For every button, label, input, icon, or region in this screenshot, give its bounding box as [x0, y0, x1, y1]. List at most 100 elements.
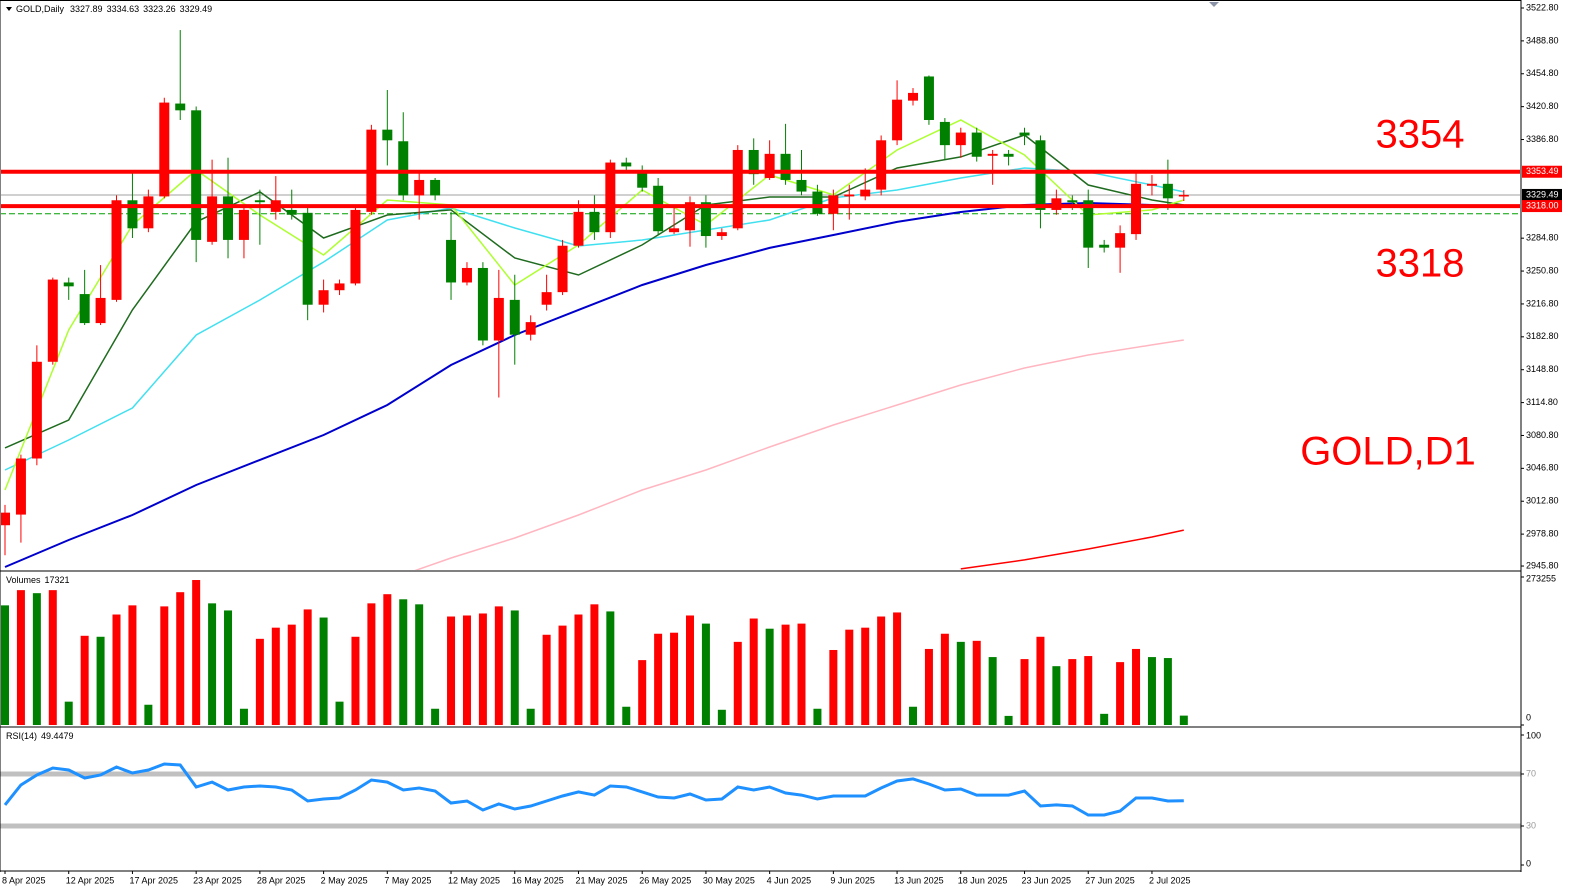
candle-body: [908, 92, 919, 101]
x-tick-label: 30 May 2025: [703, 875, 755, 885]
candle-body: [684, 202, 695, 231]
candle-body: [1003, 153, 1014, 157]
x-tick-label: 23 Jun 2025: [1022, 875, 1072, 885]
volume-bar: [1052, 666, 1061, 725]
candle-body: [955, 132, 966, 146]
x-tick-label: 12 May 2025: [448, 875, 500, 885]
volume-bar: [526, 708, 535, 725]
volume-title: Volumes: [6, 575, 41, 585]
candle-body: [63, 282, 74, 287]
x-tick-label: 2 May 2025: [321, 875, 368, 885]
volume-header: Volumes 17321: [6, 575, 70, 585]
volume-tick-label: 273255: [1526, 573, 1556, 583]
volume-bar: [940, 633, 949, 725]
volume-last: 17321: [45, 575, 70, 585]
candle-body: [860, 189, 871, 197]
x-tick-label: 16 May 2025: [512, 875, 564, 885]
level-label: 3353.49: [1526, 166, 1559, 176]
volume-bar: [335, 701, 344, 725]
candle-body: [79, 294, 90, 324]
volume-bar: [1084, 656, 1093, 725]
candle-body: [334, 283, 345, 291]
y-tick-label: 3250.80: [1526, 265, 1559, 275]
volume-bar: [717, 709, 726, 725]
y-tick-label: 3148.80: [1526, 364, 1559, 374]
candle-body: [15, 458, 26, 515]
moving-average: [960, 529, 1184, 570]
candle-body: [207, 196, 218, 242]
candle-body: [764, 153, 775, 179]
candle-body: [605, 162, 616, 233]
volume-tick-label: 0: [1526, 712, 1531, 722]
volume-bar: [208, 603, 217, 725]
volume-bar: [478, 613, 487, 725]
volume-bar: [909, 706, 918, 725]
candle-body: [477, 267, 488, 341]
volume-bar: [494, 606, 503, 725]
volume-bar: [765, 628, 774, 725]
candle-body: [1162, 183, 1173, 199]
x-tick-label: 18 Jun 2025: [958, 875, 1008, 885]
candle-body: [398, 141, 409, 196]
volume-bar: [701, 623, 710, 725]
volume-bar: [351, 636, 360, 725]
candle-body: [238, 209, 249, 240]
volume-bar: [64, 701, 73, 725]
candle-body: [748, 149, 759, 175]
candle-body: [175, 103, 186, 111]
volume-bar: [1163, 658, 1172, 725]
candle-body: [1115, 233, 1126, 248]
x-tick-label: 28 Apr 2025: [257, 875, 306, 885]
y-tick-label: 3080.80: [1526, 430, 1559, 440]
volume-bar: [1020, 659, 1029, 725]
volume-bar: [956, 641, 965, 725]
volume-bar: [303, 609, 312, 725]
rsi-panel: [0, 762, 1521, 829]
candle-body: [796, 179, 807, 192]
volume-bar: [367, 603, 376, 725]
volume-bar: [16, 590, 25, 725]
x-tick-label: 4 Jun 2025: [767, 875, 812, 885]
y-tick-label: 2978.80: [1526, 528, 1559, 538]
volume-bar: [1, 605, 9, 725]
x-tick-label: 23 Apr 2025: [193, 875, 242, 885]
header-low: 3323.26: [143, 4, 176, 14]
rsi-tick-label: 100: [1526, 730, 1541, 740]
header-close: 3329.49: [180, 4, 213, 14]
volume-bar: [1068, 659, 1077, 725]
candle-body: [653, 185, 664, 232]
volume-bar: [988, 657, 997, 725]
candle-body: [589, 211, 600, 233]
candle-body: [621, 162, 632, 167]
rsi-header: RSI(14) 49.4479: [6, 731, 74, 741]
candle-body: [414, 179, 425, 196]
annotation: GOLD,D1: [1300, 430, 1476, 474]
candle-body: [509, 299, 520, 335]
volume-bar: [1147, 657, 1156, 725]
candle-body: [127, 200, 138, 229]
candle-body: [1099, 244, 1110, 248]
y-tick-label: 3284.80: [1526, 233, 1559, 243]
x-tick-label: 9 Jun 2025: [830, 875, 875, 885]
volume-bar: [749, 618, 758, 725]
volume-bar: [447, 616, 456, 725]
volume-bar: [224, 610, 233, 725]
chart-title: GOLD,Daily: [16, 4, 65, 14]
candle-body: [223, 196, 234, 240]
candle-body: [987, 153, 998, 156]
price-panel: [1, 30, 1520, 570]
candle-body: [1083, 200, 1094, 248]
candle-body: [430, 179, 441, 196]
volume-bar: [1100, 713, 1109, 725]
volume-bar: [654, 633, 663, 725]
annotation: 3354: [1376, 113, 1465, 157]
y-tick-label: 3454.80: [1526, 68, 1559, 78]
candle-body: [1067, 200, 1078, 203]
candle-body: [1178, 194, 1189, 197]
volume-bar: [622, 706, 631, 725]
volume-bar: [32, 593, 41, 725]
volume-bar: [239, 708, 248, 725]
candle-body: [31, 361, 42, 459]
